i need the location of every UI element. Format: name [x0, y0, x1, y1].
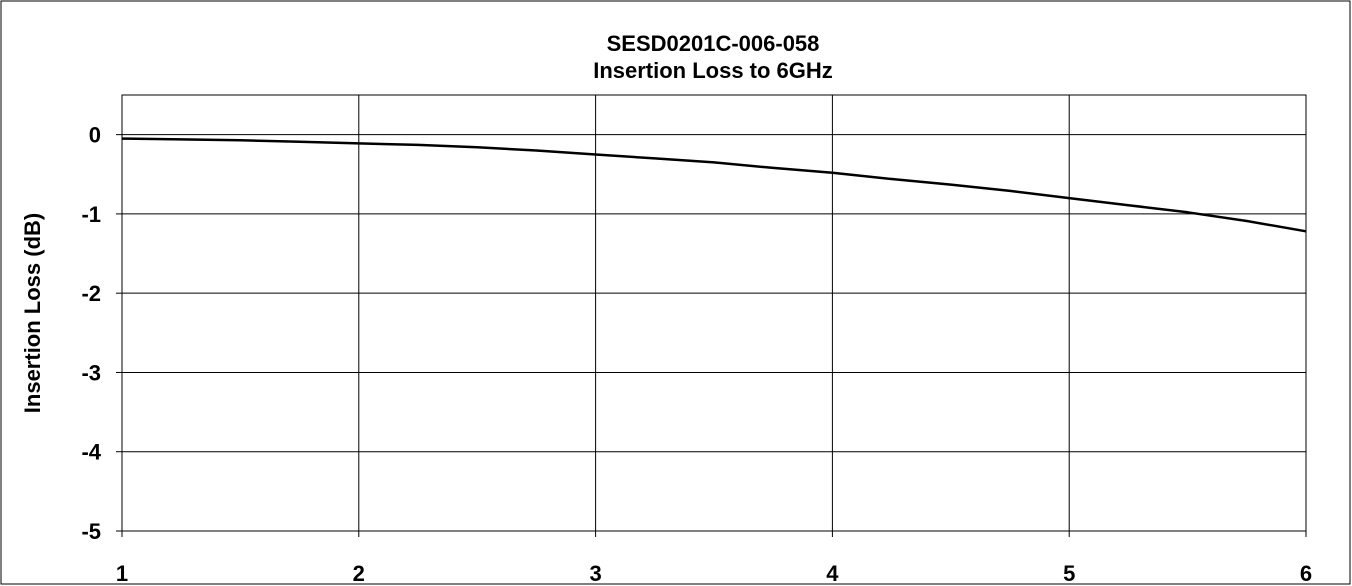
y-tick-label: -5: [81, 519, 101, 544]
gridlines: [121, 95, 1307, 532]
y-tick-label: -4: [81, 440, 101, 465]
y-axis-label: Insertion Loss (dB): [20, 213, 45, 413]
series-group: [121, 137, 1307, 233]
y-tick-label: 0: [89, 123, 101, 148]
y-tick-label: -1: [81, 202, 101, 227]
chart-title: SESD0201C-006-058: [607, 31, 820, 56]
x-tick-label: 6: [1300, 561, 1312, 586]
y-tick-label: -3: [81, 360, 101, 385]
x-tick-label: 1: [116, 561, 128, 586]
y-axis: 0 -1 -2 -3 -4 -5: [81, 123, 122, 544]
plot-area: [121, 94, 1307, 532]
x-tick-label: 3: [589, 561, 601, 586]
x-tick-label: 2: [353, 561, 365, 586]
chart-subtitle: Insertion Loss to 6GHz: [593, 58, 833, 83]
series-line: [121, 137, 1307, 233]
x-tick-label: 5: [1063, 561, 1075, 586]
y-tick-label: -2: [81, 281, 101, 306]
x-axis: 1 2 3 4 5 6: [116, 531, 1312, 586]
x-tick-label: 4: [826, 561, 839, 586]
